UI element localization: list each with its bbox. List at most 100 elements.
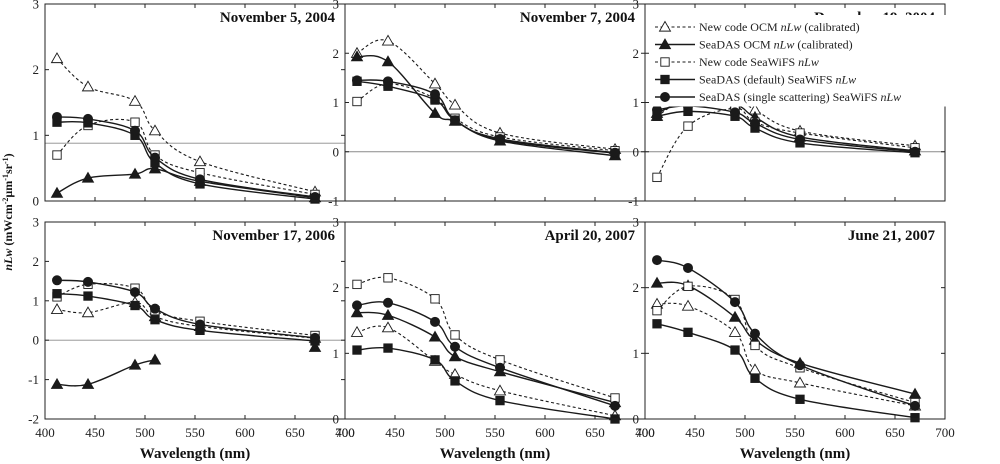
data-point bbox=[382, 297, 393, 308]
y-tick-label: 1 bbox=[333, 95, 340, 110]
series-sw_default bbox=[352, 343, 620, 424]
data-point bbox=[128, 167, 142, 179]
series-sw_default bbox=[652, 319, 920, 423]
panel-4: -2 -1 0 1 2 3 400 450 500 550 600 650 700 November 17… bbox=[28, 215, 355, 441]
data-point bbox=[194, 174, 205, 185]
y-tick-label: -1 bbox=[28, 372, 39, 387]
data-point bbox=[81, 171, 95, 183]
data-point bbox=[381, 34, 395, 46]
data-point bbox=[450, 376, 460, 386]
y-tick-label: 2 bbox=[633, 46, 640, 61]
panel-title: June 21, 2007 bbox=[848, 228, 936, 244]
x-tick-label: 450 bbox=[85, 425, 105, 440]
panel-title: April 20, 2007 bbox=[545, 228, 636, 244]
data-point bbox=[193, 155, 207, 167]
series-sw_new bbox=[652, 103, 920, 183]
data-point bbox=[449, 115, 460, 126]
series-line bbox=[356, 325, 616, 417]
x-tick-label: 650 bbox=[285, 425, 305, 440]
data-point bbox=[494, 362, 505, 373]
data-point bbox=[383, 343, 393, 353]
y-tick-label: 2 bbox=[33, 62, 40, 77]
data-point bbox=[681, 299, 695, 311]
series-line bbox=[56, 118, 316, 195]
plot-frame bbox=[644, 221, 946, 420]
data-point bbox=[730, 345, 740, 355]
series-ocm_seadas bbox=[350, 306, 622, 408]
data-point bbox=[81, 377, 95, 389]
data-point bbox=[728, 310, 742, 322]
legend-entry-ocm_seadas: SeaDAS OCM nLw (calibrated) bbox=[655, 38, 853, 52]
data-point bbox=[83, 276, 94, 287]
data-point bbox=[52, 289, 62, 299]
plot-frame bbox=[344, 3, 646, 202]
data-point bbox=[83, 113, 94, 124]
legend-entry-sw_default: SeaDAS (default) SeaWiFS nLw bbox=[655, 73, 856, 87]
x-tick-label: 400 bbox=[35, 425, 55, 440]
series-ocm_new bbox=[650, 297, 922, 411]
data-point bbox=[728, 325, 742, 337]
x-tick-label: 700 bbox=[635, 425, 655, 440]
data-point bbox=[750, 373, 760, 383]
data-point bbox=[381, 308, 395, 320]
y-tick-label: 1 bbox=[33, 128, 40, 143]
data-point bbox=[148, 124, 162, 136]
data-point bbox=[351, 300, 362, 311]
series-line bbox=[56, 58, 316, 193]
panel-5: 0 1 2 3 400 450 500 550 600 650 700 April 20, 2007 bbox=[333, 215, 655, 441]
data-point bbox=[381, 55, 395, 67]
y-tick-label: 3 bbox=[33, 0, 40, 12]
y-tick-label: 0 bbox=[333, 412, 340, 427]
y-tick-label: 0 bbox=[633, 144, 640, 159]
data-point bbox=[750, 118, 761, 129]
data-point bbox=[610, 400, 621, 411]
data-point bbox=[683, 281, 693, 292]
series-sw_single bbox=[351, 75, 621, 158]
data-point bbox=[449, 341, 460, 352]
x-tick-label: 400 bbox=[335, 425, 355, 440]
x-tick-label: 650 bbox=[885, 425, 905, 440]
data-point bbox=[448, 350, 462, 362]
series-ocm_seadas bbox=[350, 50, 622, 161]
y-tick-label: 0 bbox=[633, 412, 640, 427]
data-point bbox=[493, 384, 507, 396]
data-point bbox=[50, 303, 64, 315]
series-line bbox=[356, 83, 616, 152]
data-point bbox=[81, 306, 95, 318]
data-point bbox=[149, 152, 160, 163]
data-point bbox=[383, 273, 393, 283]
data-point bbox=[350, 306, 364, 318]
y-tick-label: 3 bbox=[633, 0, 640, 12]
data-point bbox=[81, 80, 95, 92]
data-point bbox=[351, 75, 362, 86]
x-tick-label: 600 bbox=[235, 425, 255, 440]
data-point bbox=[352, 96, 362, 107]
legend-entry-ocm_new: New code OCM nLw (calibrated) bbox=[655, 20, 860, 34]
series-sw_single bbox=[351, 297, 621, 411]
y-tick-label: -2 bbox=[28, 412, 39, 427]
data-point bbox=[52, 150, 62, 160]
x-tick-label: 500 bbox=[435, 425, 455, 440]
series-line bbox=[656, 105, 916, 153]
data-point bbox=[129, 125, 140, 136]
y-tick-label: 0 bbox=[33, 333, 40, 348]
x-tick-label: 500 bbox=[135, 425, 155, 440]
data-point bbox=[52, 111, 63, 122]
legend-entry-sw_single: SeaDAS (single scattering) SeaWiFS nLw bbox=[655, 90, 901, 104]
y-tick-label: 2 bbox=[633, 280, 640, 295]
data-point bbox=[308, 340, 322, 352]
legend-marker bbox=[660, 57, 670, 67]
x-tick-label: 700 bbox=[935, 425, 955, 440]
series-line bbox=[56, 301, 316, 339]
series-sw_default bbox=[352, 76, 620, 158]
series-line bbox=[356, 276, 616, 399]
series-line bbox=[56, 279, 316, 339]
data-point bbox=[910, 413, 920, 423]
x-tick-label: 400 bbox=[635, 425, 655, 440]
series-ocm_new bbox=[50, 52, 322, 197]
y-tick-label: 2 bbox=[333, 280, 340, 295]
data-point bbox=[730, 107, 741, 118]
